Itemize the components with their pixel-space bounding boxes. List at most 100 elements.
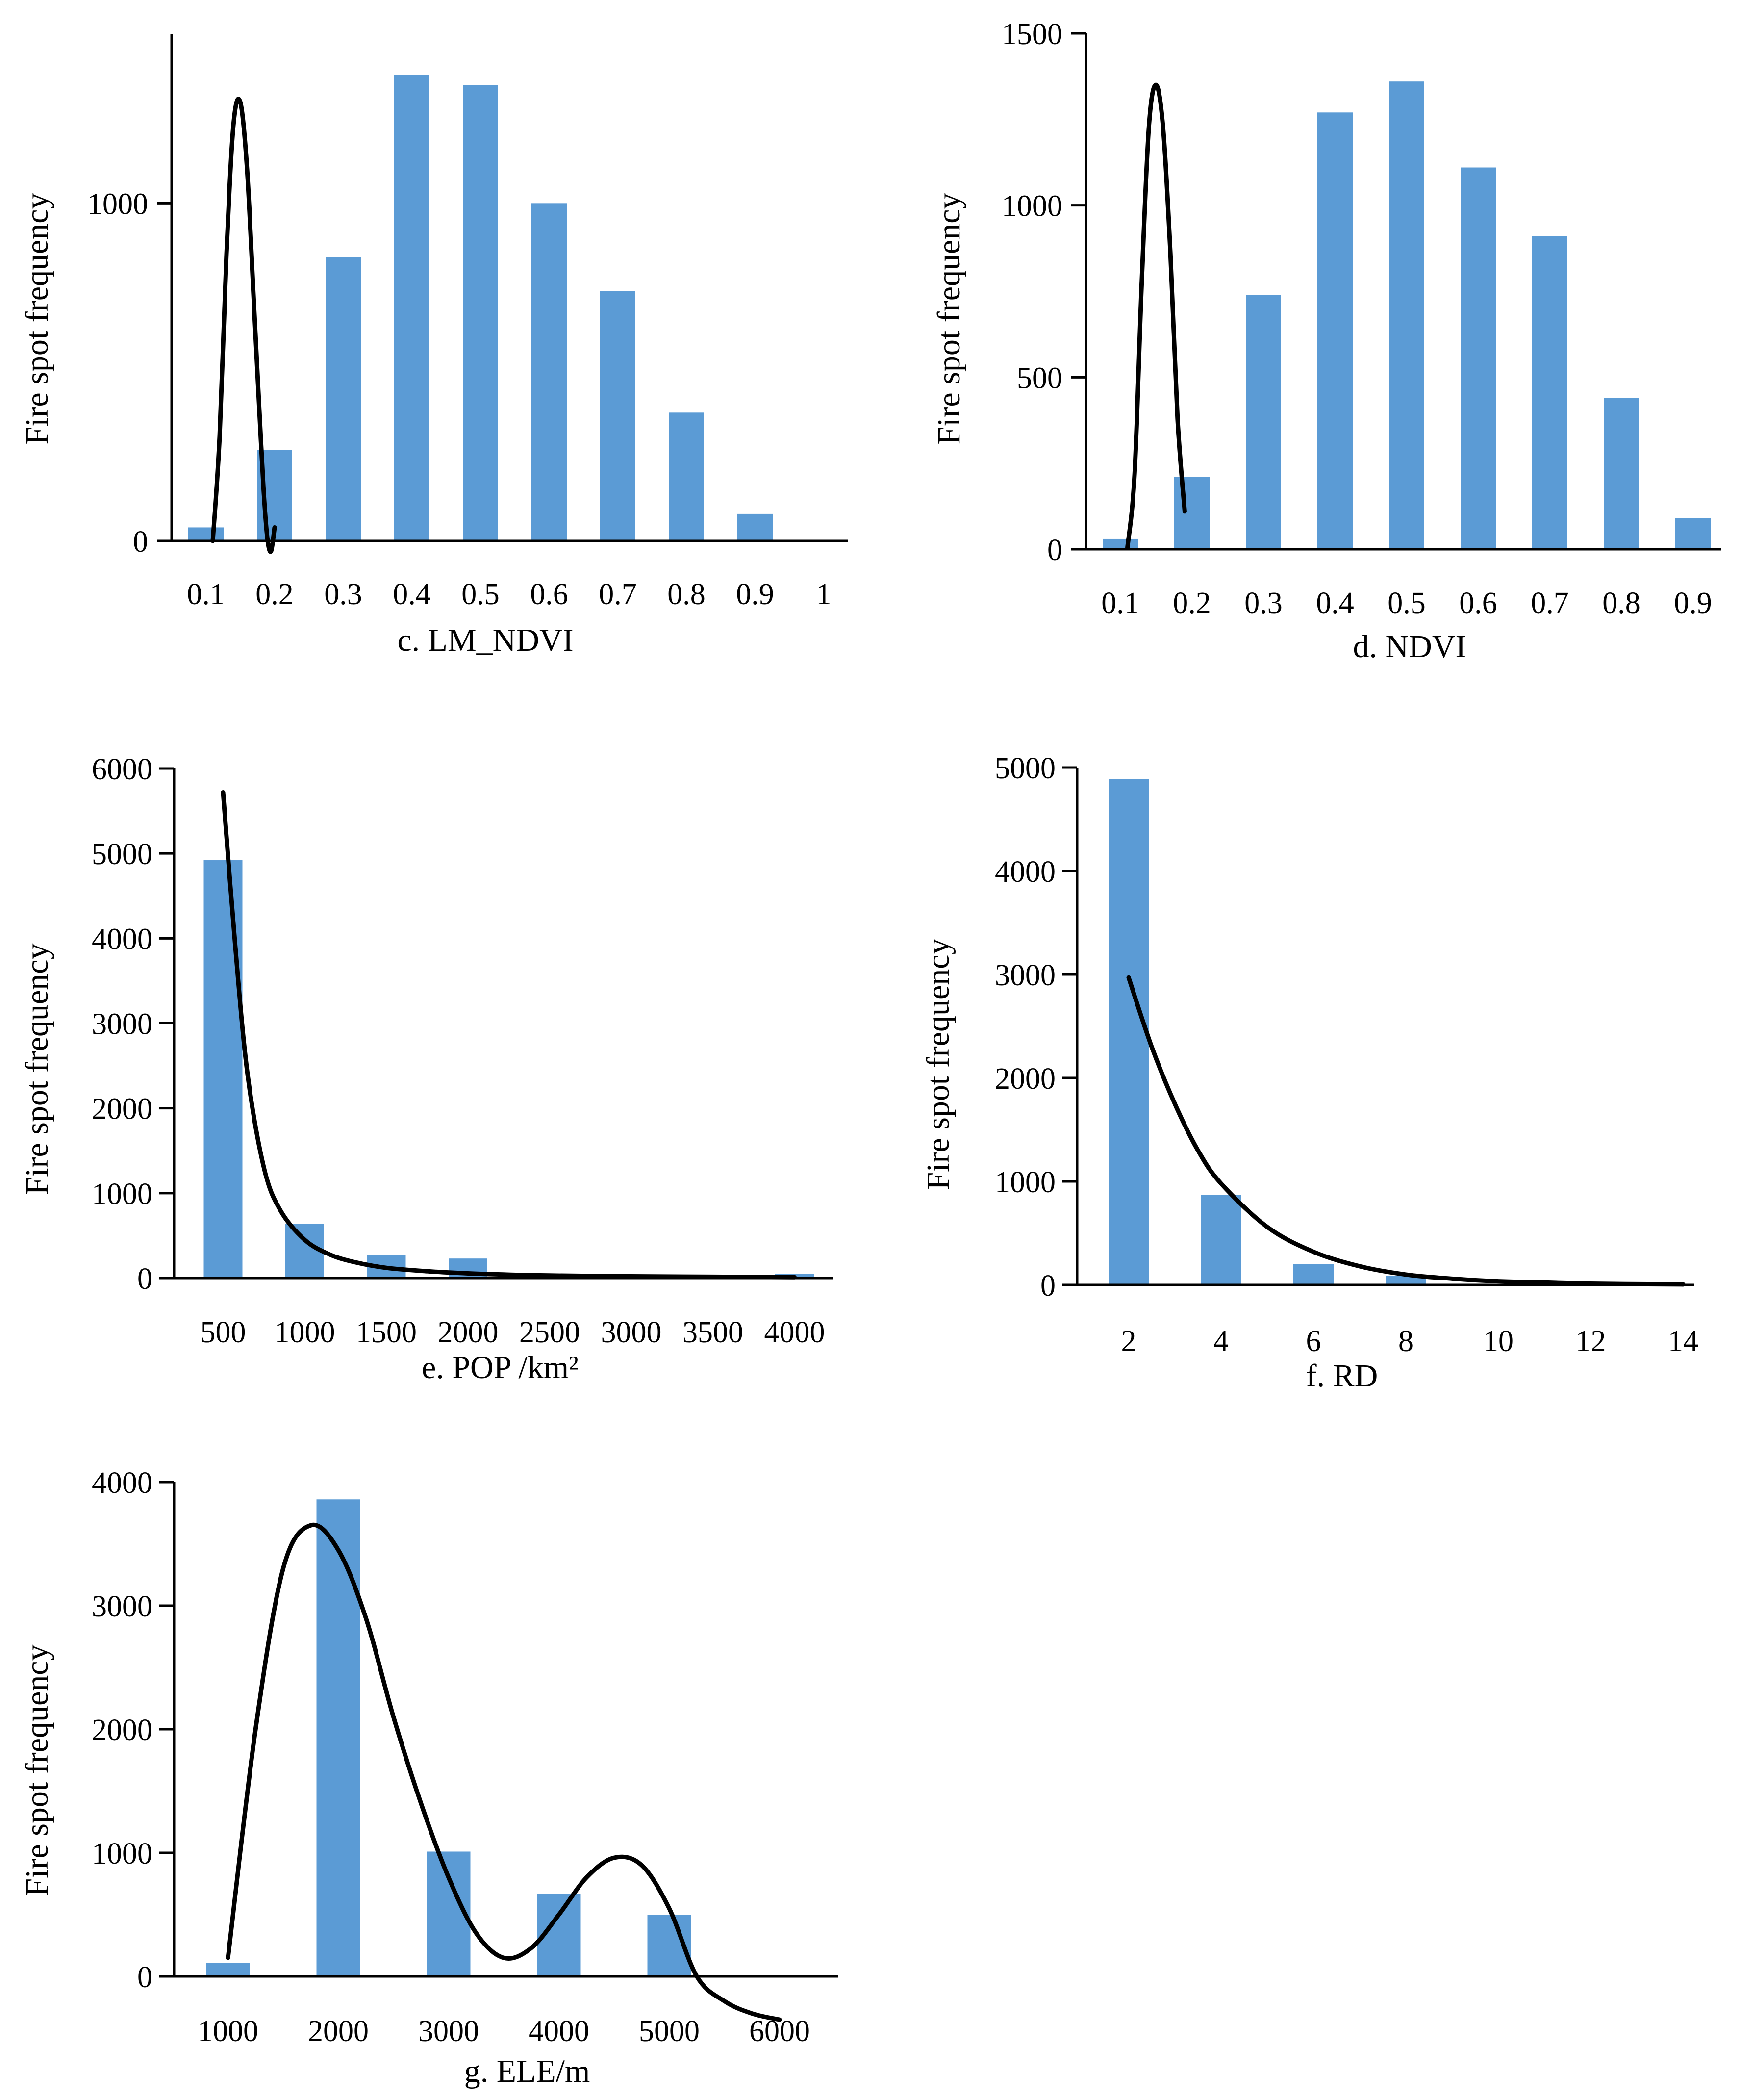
x-tick-label: 0.7: [599, 578, 637, 611]
chart-panel-c: Fire spot frequency c. LM_NDVI 0 1000 0.1 0…: [19, 34, 848, 658]
x-tick-label: 1000: [275, 1316, 335, 1349]
fit-curve: [1126, 975, 1686, 1287]
chart-panel-d: Fire spot frequency d. NDVI 0 500 1000 1500…: [931, 18, 1721, 665]
x-axis-label: f. RD: [1306, 1358, 1378, 1394]
bar-0.8: [1604, 398, 1639, 549]
bar-0.1: [188, 527, 224, 541]
fit-curve: [221, 790, 797, 1280]
y-tick-label: 3000: [995, 959, 1056, 992]
x-tick-label: 0.3: [1244, 587, 1283, 620]
y-tick-label: 4000: [92, 922, 152, 956]
x-tick-label: 1: [816, 578, 832, 611]
x-tick-label: 0.8: [1602, 587, 1640, 620]
y-tick-label: 500: [1017, 361, 1062, 395]
bar-500: [203, 860, 243, 1278]
x-tick-label: 0.7: [1531, 587, 1569, 620]
bar-0.7: [600, 291, 635, 541]
y-tick-label: 0: [133, 525, 148, 559]
x-tick-label: 8: [1398, 1325, 1413, 1358]
x-tick-label: 12: [1576, 1325, 1606, 1358]
y-axis-label: Fire spot frequency: [19, 193, 55, 444]
x-tick-label: 3000: [418, 2015, 479, 2048]
x-tick-label: 4000: [529, 2015, 589, 2048]
bar-0.8: [669, 412, 704, 541]
x-tick-label: 2000: [308, 2015, 369, 2048]
y-tick-label: 1000: [92, 1837, 152, 1870]
y-tick-label: 5000: [995, 752, 1056, 785]
x-axis-label: c. LM_NDVI: [397, 622, 573, 658]
x-tick-label: 4000: [764, 1316, 825, 1349]
y-axis-label: Fire spot frequency: [920, 938, 956, 1190]
y-axis-label: Fire spot frequency: [19, 943, 55, 1195]
bar-0.1: [1103, 538, 1138, 549]
bar-0.4: [1317, 112, 1353, 550]
y-tick-label: 1000: [995, 1166, 1056, 1199]
x-tick-label: 500: [201, 1316, 246, 1349]
y-tick-label: 3000: [92, 1590, 152, 1623]
x-tick-label: 0.5: [1388, 587, 1426, 620]
bar-0.9: [1675, 518, 1711, 549]
y-tick-label: 0: [1047, 534, 1062, 567]
bar-6: [1293, 1264, 1334, 1285]
bar-0.7: [1532, 236, 1567, 550]
bar-0.3: [326, 257, 361, 541]
bar-0.2: [1174, 477, 1210, 549]
bar-0.9: [737, 513, 773, 541]
x-tick-label: 5000: [639, 2015, 700, 2048]
y-tick-label: 0: [137, 1961, 152, 1994]
chart-panel-e: Fire spot frequency e. POP /km² 0 1000 200…: [19, 753, 833, 1385]
y-axis-label: Fire spot frequency: [19, 1644, 55, 1896]
x-tick-label: 10: [1483, 1325, 1514, 1358]
x-tick-label: 0.6: [1459, 587, 1497, 620]
x-axis-label: d. NDVI: [1353, 629, 1466, 665]
x-tick-label: 14: [1668, 1325, 1698, 1358]
bar-4: [1201, 1195, 1241, 1285]
fit-curve: [226, 1522, 782, 2022]
y-tick-label: 2000: [995, 1062, 1056, 1096]
y-axis-label: Fire spot frequency: [931, 193, 967, 444]
chart-panel-f: Fire spot frequency f. RD 0 1000 2000 3000 4…: [920, 752, 1698, 1394]
y-tick-label: 0: [137, 1262, 152, 1296]
bar-1000: [206, 1963, 250, 1976]
x-tick-label: 6000: [749, 2015, 810, 2048]
x-tick-label: 3000: [601, 1316, 662, 1349]
y-tick-label: 5000: [92, 838, 152, 871]
y-tick-label: 6000: [92, 753, 152, 786]
fit-curve: [1125, 82, 1187, 550]
y-tick-label: 0: [1040, 1269, 1056, 1303]
x-tick-label: 6: [1306, 1325, 1321, 1358]
bar-0.3: [1246, 295, 1281, 549]
y-tick-label: 1000: [92, 1178, 152, 1211]
bar-0.6: [531, 203, 567, 541]
y-tick-label: 1000: [87, 187, 148, 221]
x-axis-label: e. POP /km²: [422, 1350, 579, 1385]
x-tick-label: 3500: [682, 1316, 743, 1349]
y-tick-label: 2000: [92, 1714, 152, 1747]
y-tick-label: 4000: [92, 1466, 152, 1500]
x-tick-label: 0.4: [1316, 587, 1354, 620]
x-tick-label: 0.3: [324, 578, 362, 611]
x-tick-label: 0.1: [1101, 587, 1139, 620]
x-tick-label: 0.2: [1173, 587, 1211, 620]
x-tick-label: 2000: [438, 1316, 499, 1349]
x-tick-label: 0.9: [1674, 587, 1712, 620]
bar-0.4: [394, 75, 429, 541]
x-tick-label: 0.1: [187, 578, 225, 611]
y-tick-label: 1500: [1002, 18, 1062, 51]
bar-0.6: [1461, 167, 1496, 549]
x-tick-label: 0.6: [530, 578, 568, 611]
y-tick-label: 4000: [995, 855, 1056, 889]
x-tick-label: 0.4: [393, 578, 431, 611]
x-tick-label: 1500: [356, 1316, 417, 1349]
y-tick-label: 3000: [92, 1008, 152, 1041]
x-axis-label: g. ELE/m: [464, 2053, 590, 2089]
x-tick-label: 2: [1121, 1325, 1136, 1358]
bar-0.5: [1389, 81, 1424, 550]
x-tick-label: 0.9: [736, 578, 774, 611]
bar-0.5: [463, 85, 498, 541]
x-tick-label: 1000: [198, 2015, 258, 2048]
x-tick-label: 0.5: [461, 578, 500, 611]
x-tick-label: 4: [1213, 1325, 1229, 1358]
x-tick-label: 0.8: [667, 578, 706, 611]
